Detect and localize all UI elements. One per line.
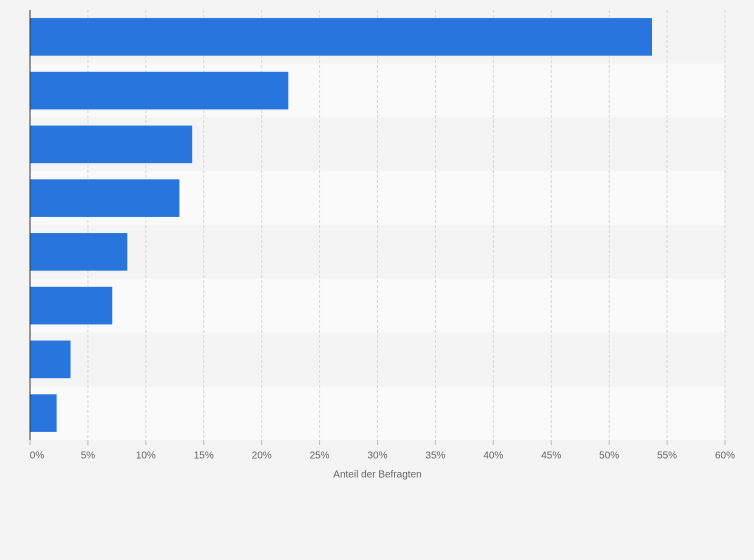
x-tick-label: 0%: [30, 451, 45, 462]
bar: [30, 233, 128, 271]
x-tick-label: 60%: [715, 451, 735, 462]
x-tick-label: 55%: [657, 451, 677, 462]
bar: [30, 394, 57, 432]
x-tick-label: 50%: [599, 451, 619, 462]
bar: [30, 179, 180, 217]
bar: [30, 125, 193, 164]
x-tick-label: 10%: [136, 451, 156, 462]
x-axis-label: Anteil der Befragten: [333, 470, 421, 481]
bar: [30, 71, 289, 110]
bar: [30, 340, 71, 379]
x-tick-label: 20%: [252, 451, 272, 462]
bar: [30, 18, 653, 56]
x-tick-label: 30%: [367, 451, 387, 462]
x-tick-label: 25%: [310, 451, 330, 462]
x-tick-label: 5%: [81, 451, 96, 462]
bar: [30, 286, 113, 325]
x-tick-label: 35%: [425, 451, 445, 462]
x-tick-label: 45%: [541, 451, 561, 462]
x-tick-label: 15%: [194, 451, 214, 462]
x-tick-label: 40%: [483, 451, 503, 462]
